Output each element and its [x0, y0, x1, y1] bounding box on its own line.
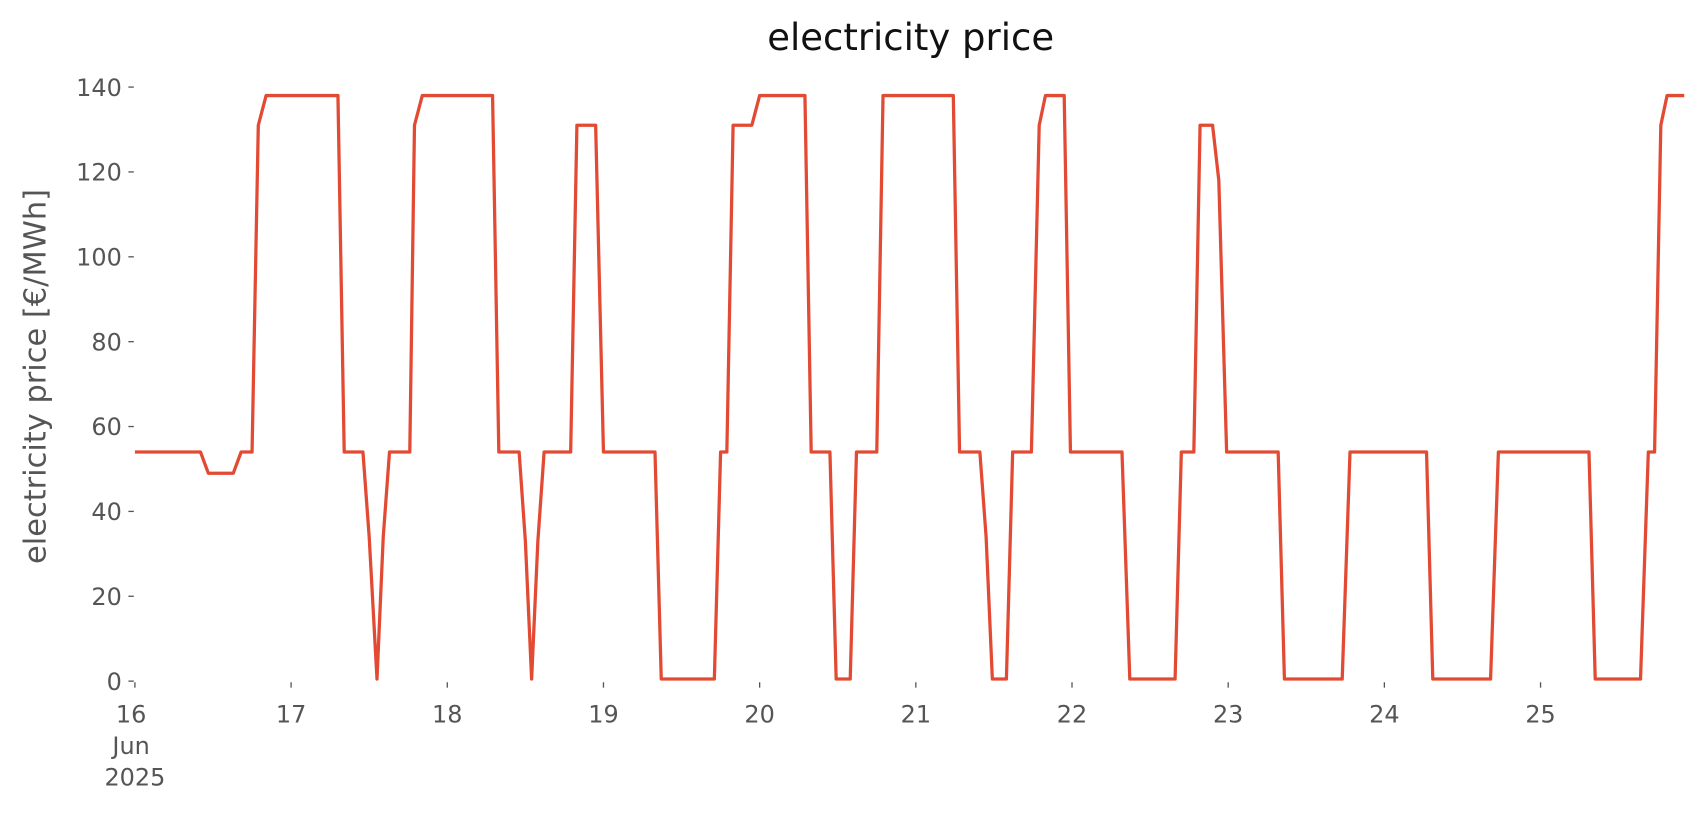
x-tick-label: 19 [588, 700, 618, 728]
y-tick-label: 60 [91, 413, 121, 441]
x-tick-label: 17 [276, 700, 306, 728]
y-tick-label: 80 [91, 328, 121, 356]
y-tick-label: 20 [91, 583, 121, 611]
y-tick-label: 100 [76, 244, 122, 272]
x-tick-label: 18 [432, 700, 462, 728]
x-tick-label: 16 Jun 2025 [104, 700, 165, 791]
y-tick-label: 120 [76, 159, 122, 187]
price-line [134, 93, 1685, 681]
y-tick-label: 0 [107, 668, 122, 696]
chart-title: electricity price [767, 16, 1054, 59]
y-tick-label: 40 [91, 498, 121, 526]
x-tick-label: 20 [744, 700, 774, 728]
x-tick-label: 25 [1525, 700, 1555, 728]
y-tick-label: 140 [76, 74, 122, 102]
x-tick-label: 21 [901, 700, 931, 728]
x-tick-label: 22 [1057, 700, 1087, 728]
y-axis-label: electricity price [€/MWh] [19, 189, 54, 564]
x-tick-label: 24 [1369, 700, 1399, 728]
x-tick-label: 23 [1213, 700, 1243, 728]
